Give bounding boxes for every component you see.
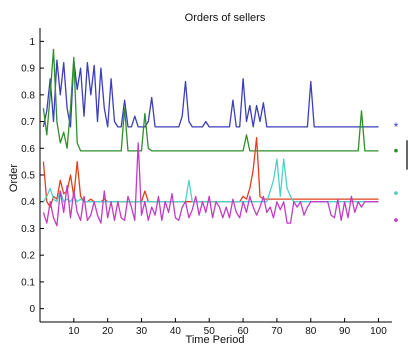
- y-tick-label: 0.4: [21, 197, 35, 208]
- series-line-2: [42, 48, 379, 152]
- series-line-4: [42, 158, 379, 203]
- y-tick-label: 0.5: [21, 171, 35, 182]
- x-tick-label: 50: [204, 326, 216, 337]
- x-tick-label: 70: [271, 326, 283, 337]
- series-line-5: [42, 142, 379, 227]
- x-tick-label: 20: [102, 326, 114, 337]
- legend-marker-1: *: [394, 120, 399, 134]
- legend-marker-3: •: [394, 185, 399, 201]
- y-tick-label: 0.2: [21, 251, 35, 262]
- series-line-3: [42, 136, 379, 208]
- x-tick-label: 100: [370, 326, 387, 337]
- x-tick-label: 90: [339, 326, 351, 337]
- y-tick-label: 0.1: [21, 277, 35, 288]
- ticks-layer: 0 0.1 0.2 0.3 0.4 0.5 0.6 0.7 0.8 0.9 1 10 20 30 40 50 6…: [21, 37, 387, 337]
- series-layer: [42, 48, 379, 227]
- x-tick-label: 40: [170, 326, 182, 337]
- y-tick-label: 0.9: [21, 64, 35, 75]
- legend-marker-4: •: [394, 211, 399, 227]
- y-tick-label: 0.3: [21, 224, 35, 235]
- x-tick-label: 10: [68, 326, 80, 337]
- x-tick-label: 60: [238, 326, 250, 337]
- y-tick-label: 0: [29, 304, 35, 315]
- y-axis-label: Order: [8, 164, 20, 192]
- y-tick-label: 0.6: [21, 144, 35, 155]
- x-tick-label: 30: [136, 326, 148, 337]
- legend-marker-2: •: [394, 142, 399, 158]
- chart-title: Orders of sellers: [185, 12, 266, 24]
- y-tick-label: 0.7: [21, 117, 35, 128]
- x-axis-label: Time Period: [186, 334, 245, 346]
- y-tick-label: 1: [29, 37, 35, 48]
- series-line-1: [42, 59, 379, 128]
- legend-layer: * • • •: [394, 120, 408, 227]
- y-tick-label: 0.8: [21, 90, 35, 101]
- x-tick-label: 80: [305, 326, 317, 337]
